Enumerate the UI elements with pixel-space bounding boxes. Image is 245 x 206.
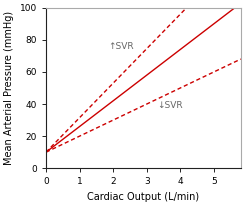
X-axis label: Cardiac Output (L/min): Cardiac Output (L/min) [87,192,199,202]
Text: ↑SVR: ↑SVR [108,42,134,51]
Y-axis label: Mean Arterial Pressure (mmHg): Mean Arterial Pressure (mmHg) [4,11,14,165]
Text: ↓SVR: ↓SVR [157,101,183,110]
